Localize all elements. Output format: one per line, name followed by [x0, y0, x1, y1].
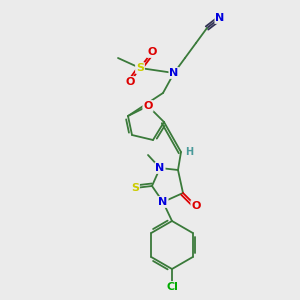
Text: N: N [155, 163, 165, 173]
Text: H: H [185, 147, 193, 157]
Text: N: N [215, 13, 225, 23]
Text: S: S [136, 63, 144, 73]
Text: Cl: Cl [166, 282, 178, 292]
Text: N: N [158, 197, 168, 207]
Text: O: O [147, 47, 157, 57]
Text: S: S [131, 183, 139, 193]
Text: O: O [191, 201, 201, 211]
Text: O: O [143, 101, 153, 111]
Text: N: N [169, 68, 178, 78]
Text: O: O [125, 77, 135, 87]
